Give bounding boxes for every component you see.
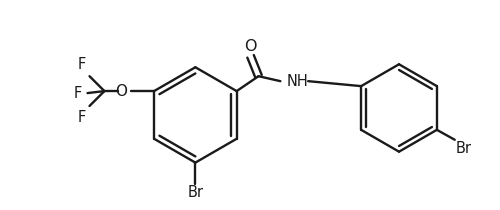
Text: F: F [74, 86, 82, 101]
Text: Br: Br [456, 141, 471, 156]
Text: NH: NH [286, 74, 308, 89]
Text: O: O [244, 39, 257, 54]
Text: Br: Br [188, 185, 204, 201]
Text: F: F [78, 110, 86, 125]
Text: F: F [78, 57, 86, 72]
Text: O: O [115, 84, 127, 98]
